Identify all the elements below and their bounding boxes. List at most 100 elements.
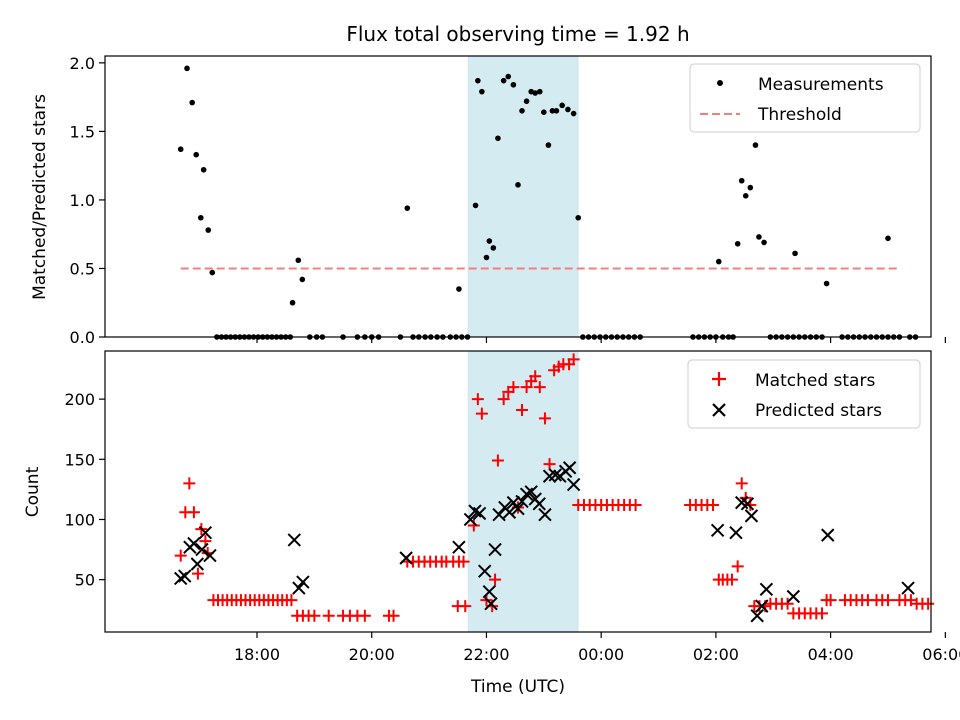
matched-star-marker bbox=[507, 381, 520, 394]
predicted-star-marker bbox=[548, 468, 562, 482]
legend-matched-label: Matched stars bbox=[755, 371, 875, 391]
matched-star-marker bbox=[308, 609, 321, 622]
predicted-star-marker bbox=[292, 581, 306, 595]
measurement-point bbox=[752, 142, 759, 148]
matched-star-marker bbox=[475, 407, 488, 420]
matched-star-marker bbox=[174, 549, 187, 562]
measurement-point bbox=[515, 182, 521, 188]
matched-star-marker bbox=[731, 560, 744, 573]
measurement-point bbox=[570, 110, 577, 117]
predicted-star-marker bbox=[562, 461, 577, 475]
matched-star-marker bbox=[183, 477, 196, 490]
predicted-star-marker bbox=[532, 497, 546, 511]
measurement-point bbox=[885, 235, 891, 242]
legend-matched-marker bbox=[712, 372, 726, 386]
predicted-star-marker bbox=[463, 512, 478, 527]
predicted-star-marker bbox=[566, 477, 581, 492]
measurement-point bbox=[197, 214, 204, 221]
bottom-panel: 50 100 150 200 18:00 20:00 22:00 00:00 02:00 04:… bbox=[23, 350, 960, 697]
predicted-star-marker bbox=[710, 523, 725, 538]
matched-star-marker bbox=[567, 353, 580, 366]
predicted-star-marker bbox=[744, 509, 759, 523]
top-y-axis-label: Matched/Predicted stars bbox=[30, 94, 50, 300]
measurement-point bbox=[738, 177, 745, 184]
predicted-star-marker bbox=[901, 581, 915, 595]
measurement-point bbox=[495, 135, 501, 142]
predicted-star-marker bbox=[296, 575, 310, 589]
y-tick-label: 100 bbox=[64, 510, 95, 529]
matched-star-marker bbox=[467, 519, 480, 532]
matched-star-marker bbox=[459, 600, 472, 613]
x-tick-label: 04:00 bbox=[808, 645, 854, 664]
predicted-star-marker bbox=[174, 571, 188, 586]
matched-star-marker bbox=[491, 454, 504, 467]
y-tick-label: 1.5 bbox=[70, 122, 95, 141]
predicted-star-marker bbox=[492, 507, 506, 522]
matched-star-marker bbox=[725, 573, 738, 586]
legend-measurements-marker bbox=[717, 80, 723, 86]
predicted-star-marker bbox=[472, 506, 487, 521]
bottom-y-axis-ticks: 50 100 150 200 bbox=[64, 390, 105, 590]
x-tick-label: 22:00 bbox=[463, 645, 509, 664]
x-tick-label: 06:00 bbox=[922, 645, 960, 664]
measurement-point bbox=[715, 258, 722, 265]
measurement-point bbox=[532, 90, 539, 96]
predicted-star-marker bbox=[755, 599, 769, 613]
matched-star-marker bbox=[358, 609, 371, 622]
measurements-series bbox=[177, 65, 919, 340]
matched-star-marker bbox=[533, 381, 546, 394]
y-tick-label: 0.0 bbox=[70, 328, 95, 347]
bottom-legend-box bbox=[687, 359, 921, 429]
predicted-star-marker bbox=[821, 528, 835, 542]
x-tick-label: 18:00 bbox=[234, 645, 280, 664]
predicted-star-marker bbox=[729, 526, 743, 540]
measurement-point bbox=[189, 99, 195, 106]
matched-star-marker bbox=[520, 381, 533, 394]
legend-predicted-label: Predicted stars bbox=[755, 401, 882, 421]
measurement-point bbox=[184, 65, 190, 72]
matched-star-marker bbox=[322, 609, 335, 622]
bottom-x-axis-ticks: 18:00 20:00 22:00 00:00 02:00 04:00 06:00 bbox=[234, 632, 960, 664]
predicted-star-marker bbox=[482, 584, 497, 599]
measurement-point bbox=[209, 269, 216, 276]
matched-star-marker bbox=[497, 393, 510, 406]
measurement-point bbox=[483, 254, 490, 261]
matched-star-marker bbox=[824, 594, 837, 607]
predicted-star-marker bbox=[187, 536, 201, 551]
predicted-star-marker bbox=[190, 557, 205, 571]
predicted-star-marker bbox=[203, 548, 217, 563]
top-plot-frame bbox=[104, 55, 932, 338]
top-panel: 0.00.51.01.52.0 Matched/Predicted stars … bbox=[30, 54, 946, 347]
measurement-point bbox=[553, 108, 560, 114]
legend-predicted-marker bbox=[712, 403, 726, 417]
measurement-point bbox=[475, 77, 481, 84]
x-tick-label: 02:00 bbox=[693, 645, 739, 664]
measurement-point bbox=[299, 276, 306, 283]
predicted-star-marker bbox=[484, 597, 498, 611]
matched-star-marker bbox=[707, 499, 720, 512]
predicted-star-marker bbox=[502, 505, 517, 519]
measurement-point bbox=[490, 245, 497, 251]
measurement-point bbox=[479, 88, 485, 95]
measurement-point bbox=[523, 98, 530, 105]
measurement-point bbox=[565, 106, 571, 113]
matched-star-marker bbox=[191, 567, 204, 580]
measurement-point bbox=[742, 193, 749, 199]
y-tick-label: 150 bbox=[64, 450, 95, 469]
measurement-point bbox=[549, 108, 556, 114]
measurement-point bbox=[756, 234, 762, 240]
matched-star-marker bbox=[285, 594, 298, 607]
measurement-point bbox=[823, 280, 830, 287]
measurement-point bbox=[205, 227, 212, 233]
matched-star-marker bbox=[538, 412, 551, 425]
matched-star-marker bbox=[516, 403, 529, 416]
matched-star-marker bbox=[735, 477, 748, 490]
predicted-star-marker bbox=[399, 551, 413, 565]
x-tick-label: 20:00 bbox=[349, 645, 395, 664]
predicted-star-marker bbox=[178, 569, 192, 583]
predicted-star-marker bbox=[740, 497, 755, 511]
measurement-point bbox=[193, 151, 200, 158]
chart-title: Flux total observing time = 1.92 h bbox=[346, 22, 689, 46]
measurement-point bbox=[486, 238, 493, 244]
measurement-point bbox=[519, 108, 525, 114]
